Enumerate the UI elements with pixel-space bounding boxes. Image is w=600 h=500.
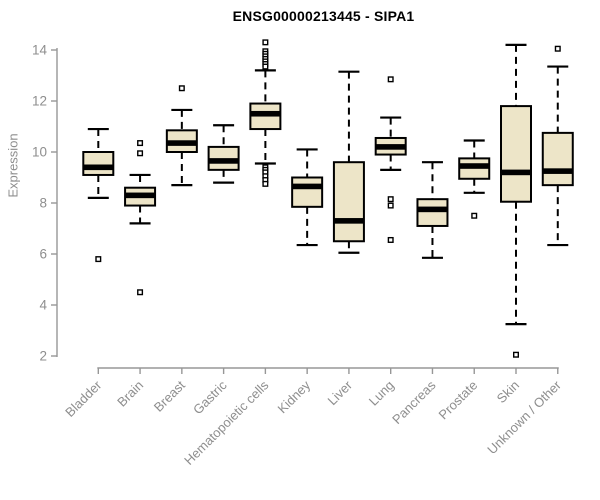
outlier-point — [513, 351, 520, 358]
outlier-point — [262, 39, 269, 46]
box-kidney — [291, 148, 324, 247]
outlier-point — [137, 140, 144, 147]
x-category-label-prostate: Prostate — [436, 378, 481, 423]
median-line — [208, 158, 239, 164]
box-skin — [500, 43, 532, 358]
x-category-label-breast: Breast — [151, 377, 188, 414]
outlier-point — [554, 45, 561, 52]
x-category-label-liver: Liver — [325, 377, 356, 408]
outlier-point — [178, 85, 185, 92]
x-category-label-skin: Skin — [494, 378, 522, 406]
x-category-label-gastric: Gastric — [190, 377, 230, 417]
y-tick-label: 2 — [39, 349, 47, 364]
box-lung — [374, 76, 407, 243]
box-hematopoietic-cells — [249, 39, 282, 187]
box-prostate — [458, 139, 491, 219]
outlier-point — [95, 256, 102, 263]
outlier-point — [262, 180, 269, 187]
median-line — [166, 140, 197, 146]
box-liver — [332, 70, 365, 254]
box-breast — [165, 85, 198, 187]
iqr-box — [332, 161, 365, 243]
y-tick-label: 4 — [39, 298, 47, 313]
median-line — [501, 169, 531, 176]
outlier-point — [262, 63, 269, 70]
box-pancreas — [416, 161, 449, 259]
iqr-box — [500, 105, 532, 203]
median-line — [250, 110, 281, 117]
outlier-point — [137, 150, 144, 157]
box-gastric — [207, 124, 240, 184]
median-line — [333, 218, 364, 224]
outlier-point — [387, 196, 394, 203]
chart-title: ENSG00000213445 - SIPA1 — [232, 8, 415, 24]
outlier-point — [387, 236, 394, 243]
y-tick-label: 10 — [32, 145, 47, 160]
median-line — [459, 163, 490, 169]
y-tick-label: 8 — [39, 196, 47, 211]
median-line — [417, 206, 448, 213]
y-tick-label: 14 — [32, 43, 48, 58]
x-category-label-pancreas: Pancreas — [389, 377, 439, 427]
median-line — [125, 192, 156, 199]
x-category-label-brain: Brain — [114, 378, 146, 410]
outlier-point — [387, 76, 394, 83]
y-tick-label: 6 — [39, 247, 47, 262]
box-bladder — [82, 127, 115, 263]
outlier-point — [137, 289, 144, 296]
median-line — [292, 183, 323, 190]
iqr-box — [82, 151, 115, 176]
iqr-box — [541, 131, 574, 187]
y-tick-label: 12 — [32, 94, 47, 109]
outlier-point — [471, 212, 478, 219]
box-brain — [124, 140, 157, 296]
outlier-point — [387, 202, 394, 209]
x-category-label-unknown-other: Unknown / Other — [484, 377, 564, 457]
x-category-label-kidney: Kidney — [275, 377, 314, 416]
iqr-box — [416, 198, 449, 227]
box-unknown-other — [541, 45, 574, 247]
y-axis: 2 4 6 8 10 12 14 — [32, 43, 58, 364]
x-category-label-bladder: Bladder — [62, 377, 105, 420]
median-line — [83, 164, 114, 171]
iqr-box — [291, 176, 324, 208]
median-line — [542, 168, 573, 174]
x-category-label-lung: Lung — [366, 378, 397, 409]
median-line — [375, 144, 406, 150]
